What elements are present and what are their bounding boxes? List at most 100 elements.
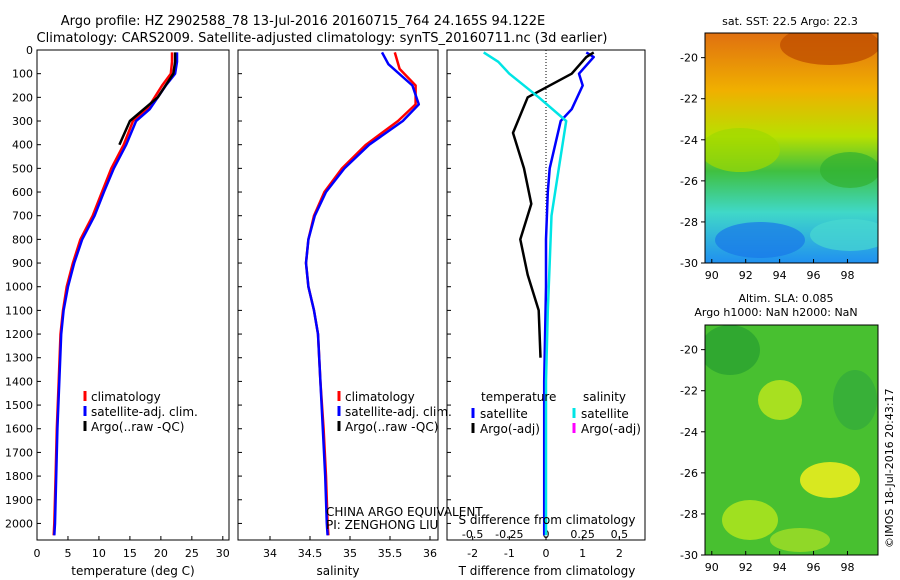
- temperature-panel-frame: [36, 49, 230, 541]
- legend-temperature-title: temperature: [481, 390, 556, 404]
- temperature-xtick-label: 15: [123, 547, 137, 560]
- legend-label: Argo(-adj): [480, 422, 540, 436]
- map-lon-label: 94: [773, 269, 787, 282]
- legend-label: climatology: [91, 390, 161, 404]
- depth-tick-label: 200: [12, 91, 33, 104]
- temperature-xtick-label: 25: [185, 547, 199, 560]
- sst-map-frame: [704, 32, 879, 264]
- temperature-plot: 0 5 10 15 20 25 300100200300400500600700800900…: [5, 44, 230, 560]
- map-lon-label: 94: [773, 561, 787, 574]
- sla-map-title: Altim. SLA: 0.085: [738, 292, 833, 305]
- salinity-xtick-label: 35.5: [378, 547, 403, 560]
- depth-tick-label: 800: [12, 233, 33, 246]
- sla-map-axes: 90 92 94 96 98 -20 -22 -24 -26 -28 -30: [680, 344, 854, 574]
- depth-tick-label: 1700: [5, 446, 33, 459]
- salinity-diff-tick-label: -0.25: [495, 528, 523, 541]
- depth-tick-label: 1100: [5, 304, 33, 317]
- temperature-xlabel: temperature (deg C): [71, 564, 194, 578]
- map-lon-label: 98: [840, 561, 854, 574]
- depth-tick-label: 0: [26, 44, 33, 57]
- map-lat-label: -30: [680, 257, 698, 270]
- difference-xtick-label: -1: [504, 547, 515, 560]
- series-line-t-satellite: [542, 51, 595, 536]
- legend-label: Argo(..raw -QC): [91, 420, 184, 434]
- salinity-diff-tick-label: 0.5: [611, 528, 629, 541]
- depth-tick-label: 2000: [5, 517, 33, 530]
- map-lat-label: -28: [680, 216, 698, 229]
- watermark-text: CHINA ARGO EQUIVALENT: [326, 505, 483, 519]
- difference-xtick-label: 1: [579, 547, 586, 560]
- map-lon-label: 98: [840, 269, 854, 282]
- series-line-argo-raw-qc-: [118, 52, 177, 146]
- depth-tick-label: 300: [12, 115, 33, 128]
- pi-label: PI: ZENGHONG LIU: [326, 518, 438, 532]
- map-lat-label: -28: [680, 508, 698, 521]
- map-lon-label: 92: [739, 269, 753, 282]
- temperature-xtick-label: 20: [154, 547, 168, 560]
- series-line-s-satellite: [483, 51, 568, 536]
- legend-label: satellite-adj. clim.: [345, 405, 452, 419]
- salinity-plot: 34 34.5 35 35.5 36 climatologysatellite-adj. …: [238, 49, 452, 560]
- map-lat-label: -24: [680, 426, 698, 439]
- temperature-xtick-label: 5: [64, 547, 71, 560]
- map-lon-label: 96: [807, 269, 821, 282]
- salinity-xlabel: salinity: [316, 564, 359, 578]
- map-lat-label: -20: [680, 344, 698, 357]
- salinity-panel-frame: [237, 49, 439, 541]
- title-line-2: Climatology: CARS2009. Satellite-adjuste…: [37, 31, 608, 46]
- map-lat-label: -22: [680, 93, 698, 106]
- series-line-satellite-adj-clim-: [304, 51, 421, 536]
- map-lat-label: -30: [680, 549, 698, 562]
- legend-salinity-title: salinity: [583, 390, 626, 404]
- map-lon-label: 96: [807, 561, 821, 574]
- difference-xtick-label: 2: [616, 547, 623, 560]
- legend-label: climatology: [345, 390, 415, 404]
- depth-tick-label: 1900: [5, 494, 33, 507]
- sla-map-image: [705, 325, 878, 555]
- salinity-diff-tick-label: 0.25: [570, 528, 595, 541]
- temperature-xtick-label: 10: [92, 547, 106, 560]
- map-lat-label: -24: [680, 134, 698, 147]
- salinity-xtick-label: 36: [423, 547, 437, 560]
- series-line-t-argo-adj-: [511, 51, 595, 358]
- depth-tick-label: 400: [12, 139, 33, 152]
- temperature-xtick-label: 0: [34, 547, 41, 560]
- depth-tick-label: 700: [12, 210, 33, 223]
- difference-top-xlabel: S difference from climatology: [459, 513, 636, 527]
- depth-tick-label: 1400: [5, 375, 33, 388]
- depth-tick-label: 1300: [5, 352, 33, 365]
- depth-tick-label: 1600: [5, 423, 33, 436]
- map-lon-label: 90: [705, 561, 719, 574]
- map-lon-label: 92: [739, 561, 753, 574]
- depth-tick-label: 100: [12, 68, 33, 81]
- legend-label: Argo(-adj): [581, 422, 641, 436]
- legend-label: satellite-adj. clim.: [91, 405, 198, 419]
- depth-tick-label: 1200: [5, 328, 33, 341]
- salinity-xtick-label: 34.5: [298, 547, 323, 560]
- sst-map-title: sat. SST: 22.5 Argo: 22.3: [722, 15, 858, 28]
- depth-tick-label: 1500: [5, 399, 33, 412]
- salinity-xtick-label: 34: [263, 547, 277, 560]
- salinity-diff-tick-label: -0.5: [462, 528, 483, 541]
- sst-map-image: [705, 33, 878, 263]
- sla-map-frame: [704, 324, 879, 556]
- map-lat-label: -26: [680, 175, 698, 188]
- sla-map-subtitle: Argo h1000: NaN h2000: NaN: [694, 306, 857, 319]
- legend-label: Argo(..raw -QC): [345, 420, 438, 434]
- depth-tick-label: 500: [12, 162, 33, 175]
- depth-tick-label: 1000: [5, 281, 33, 294]
- series-line-climatology: [52, 52, 174, 536]
- legend-label: satellite: [581, 407, 629, 421]
- difference-xtick-label: -2: [467, 547, 478, 560]
- map-lon-label: 90: [705, 269, 719, 282]
- depth-tick-label: 600: [12, 186, 33, 199]
- title-line-1: Argo profile: HZ 2902588_78 13-Jul-2016 …: [61, 14, 546, 29]
- sst-map-axes: 90 92 94 96 98 -20 -22 -24 -26 -28 -30: [680, 52, 854, 282]
- difference-xtick-label: 0: [543, 547, 550, 560]
- series-line-satellite-adj-clim-: [53, 52, 179, 536]
- legend-label: satellite: [480, 407, 528, 421]
- temperature-xtick-label: 30: [216, 547, 230, 560]
- map-lat-label: -20: [680, 52, 698, 65]
